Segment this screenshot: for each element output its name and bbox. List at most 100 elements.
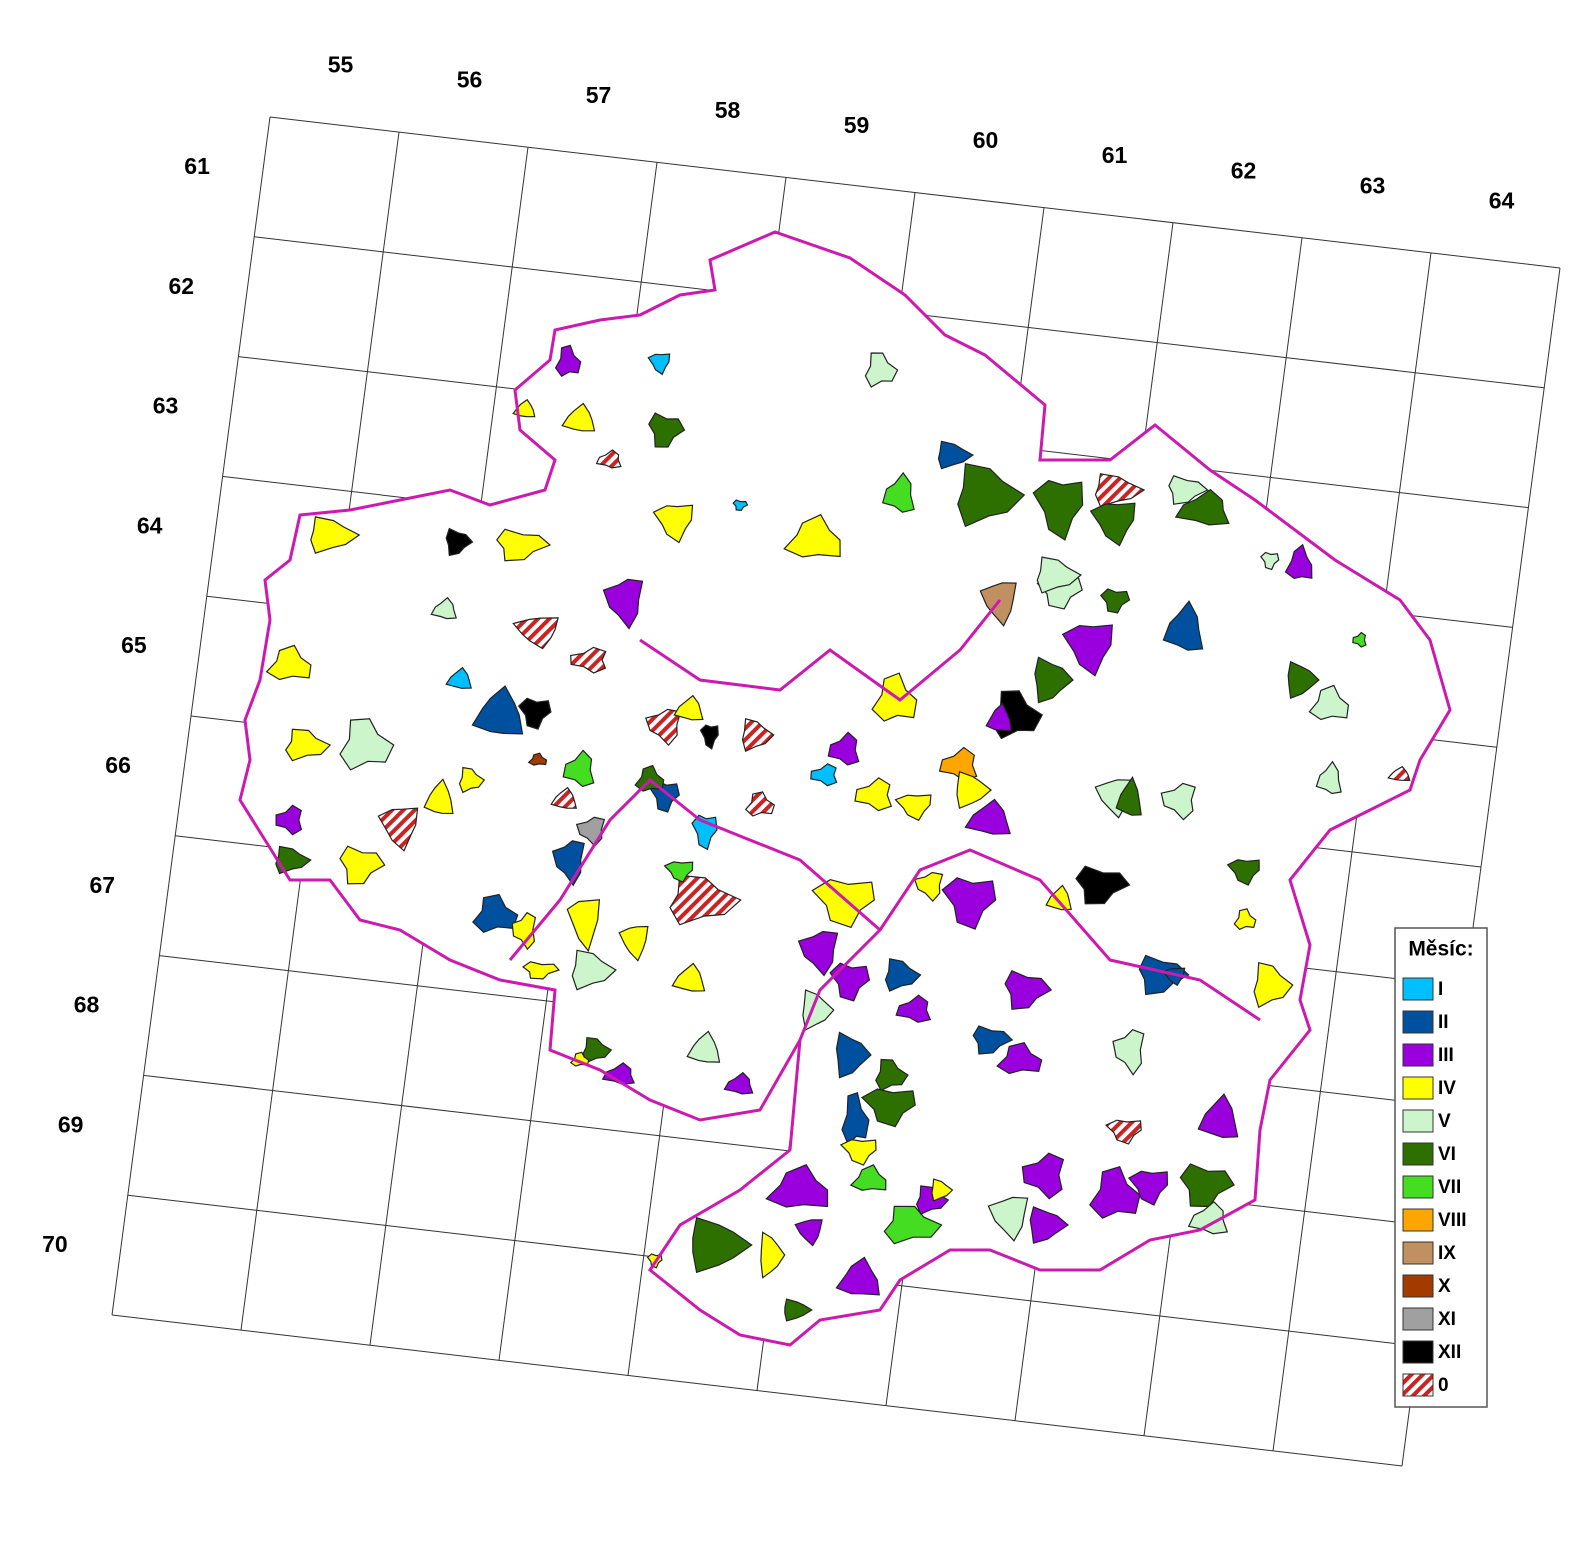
district: [686, 1030, 721, 1063]
district: [1029, 1206, 1069, 1244]
district: [671, 962, 706, 992]
column-label: 58: [715, 97, 741, 123]
district: [602, 578, 644, 630]
legend-label: VII: [1438, 1177, 1461, 1198]
district: [732, 499, 749, 512]
grid-line: [111, 1314, 1403, 1467]
district: [618, 925, 649, 962]
district: [571, 949, 617, 991]
district: [275, 804, 303, 836]
legend-label: XII: [1438, 1342, 1461, 1363]
column-label: 64: [1489, 188, 1515, 214]
district: [829, 962, 871, 1002]
district: [996, 1042, 1043, 1075]
district: [339, 718, 395, 771]
district: [760, 1231, 786, 1279]
district: [669, 874, 742, 926]
district: [1197, 1093, 1239, 1139]
column-label: 56: [457, 67, 483, 93]
legend-swatch: [1402, 1241, 1434, 1265]
district: [699, 724, 719, 750]
grid-labels: 55 56 57 58 59 60 61 62 63 64 61 62 63 64 65 66 67 68 69 70: [42, 52, 1514, 1258]
district: [601, 1062, 635, 1085]
district: [310, 516, 361, 554]
region-fill: [240, 232, 1450, 1345]
district: [849, 1164, 887, 1191]
district: [1387, 765, 1411, 782]
row-label: 70: [42, 1231, 68, 1257]
column-label: 60: [973, 127, 999, 153]
district: [284, 728, 332, 762]
district: [423, 778, 454, 815]
district: [854, 777, 893, 812]
district: [430, 596, 457, 620]
district: [1021, 1152, 1065, 1200]
district: [884, 958, 922, 992]
legend-swatch: [1402, 1142, 1434, 1166]
district: [881, 471, 915, 513]
district: [1260, 551, 1280, 571]
district: [765, 1164, 829, 1208]
column-label: 63: [1360, 172, 1386, 198]
district: [570, 646, 607, 674]
district: [562, 749, 595, 788]
legend-label: IX: [1438, 1243, 1456, 1264]
district: [645, 708, 682, 746]
district: [1308, 684, 1350, 721]
district: [839, 1138, 877, 1166]
district: [647, 353, 671, 376]
district: [861, 1088, 916, 1128]
column-label: 61: [1102, 142, 1128, 168]
district: [512, 617, 559, 650]
district: [810, 763, 838, 787]
district: [1233, 908, 1257, 931]
district: [1115, 776, 1142, 816]
legend-swatch: [1402, 1043, 1434, 1067]
legend-label: I: [1438, 979, 1443, 1000]
legend-swatch: [1402, 1208, 1434, 1232]
district: [652, 504, 694, 544]
column-label: 62: [1231, 157, 1257, 183]
district: [595, 449, 622, 469]
district: [445, 666, 472, 689]
district: [1034, 656, 1074, 704]
district: [794, 1219, 823, 1247]
district: [783, 513, 841, 558]
district: [1226, 859, 1260, 886]
district: [1138, 954, 1190, 996]
legend-label: II: [1438, 1012, 1449, 1033]
district: [964, 798, 1011, 835]
district: [648, 412, 686, 448]
legend-swatch: [1402, 977, 1434, 1001]
district: [827, 731, 860, 766]
district: [663, 861, 694, 883]
district: [527, 752, 548, 766]
district: [987, 1196, 1029, 1242]
district: [1168, 475, 1209, 505]
district: [458, 766, 486, 794]
legend-label: IV: [1438, 1078, 1456, 1099]
district: [265, 644, 312, 681]
district: [1127, 1170, 1169, 1206]
district: [471, 685, 524, 735]
legend-label: VI: [1438, 1144, 1456, 1165]
region-border: [238, 230, 1452, 1347]
row-label: 69: [58, 1111, 84, 1137]
row-label: 66: [105, 752, 131, 778]
legend-swatch: [1402, 1340, 1434, 1364]
district: [835, 1256, 880, 1296]
district: [692, 1216, 753, 1274]
legend-swatch: [1402, 1175, 1434, 1199]
district: [1287, 660, 1320, 700]
district: [802, 989, 835, 1031]
column-label: 55: [328, 52, 354, 78]
row-label: 67: [90, 872, 116, 898]
legend-title: Měsíc:: [1408, 938, 1473, 961]
legend-swatch: [1402, 1274, 1434, 1298]
district: [1089, 1165, 1141, 1219]
row-label: 62: [169, 273, 195, 299]
legend-label: III: [1438, 1045, 1454, 1066]
column-label: 59: [844, 112, 870, 138]
